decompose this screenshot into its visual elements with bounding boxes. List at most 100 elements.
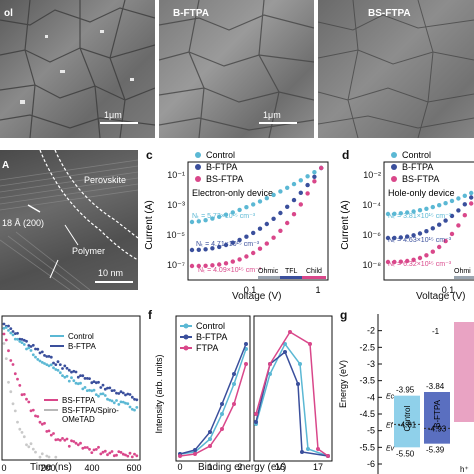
- chart-d-point: [385, 259, 391, 265]
- chart-d-point: [430, 249, 435, 254]
- chart-g-extra: h⁺: [460, 465, 469, 474]
- chart-e-point: [2, 326, 6, 330]
- chart-e-point: [47, 455, 51, 459]
- chart-g-bar: [394, 395, 420, 448]
- chart-e-point: [76, 375, 80, 379]
- chart-e-point: [38, 455, 42, 459]
- chart-e-point: [27, 445, 31, 449]
- chart-d-point: [398, 211, 403, 216]
- chart-e-point: [119, 400, 123, 404]
- chart-d-point: [398, 259, 403, 264]
- chart-e-point: [81, 387, 85, 391]
- chart-e-point: [40, 452, 44, 456]
- chart-d-point: [437, 222, 442, 227]
- chart-f-point: [316, 447, 320, 451]
- sem-image-bsftpa: BS-FTPA: [318, 0, 474, 138]
- chart-e-xtick: 600: [126, 463, 141, 473]
- chart-c-point: [298, 202, 303, 207]
- chart-e-point: [97, 445, 100, 449]
- chart-c-point: [203, 263, 208, 268]
- chart-e-point: [52, 361, 55, 365]
- chart-d-point: [417, 208, 423, 213]
- chart-g-value: -5.50: [396, 449, 415, 458]
- chart-d-point: [449, 198, 455, 204]
- chart-e-frame: [1, 315, 141, 461]
- chart-e-point: [52, 432, 55, 435]
- chart-c-point: [264, 221, 269, 227]
- chart-c-region-bar: [258, 276, 280, 279]
- chart-e-point: [20, 431, 24, 434]
- chart-e-point: [76, 382, 80, 386]
- chart-d-legend: B-FTPA: [402, 162, 433, 172]
- chart-g-ylabel: Energy (eV): [338, 360, 348, 408]
- chart-e: Control B-FTPA BS-FTPA BS-FTPA/Spiro- OM…: [1, 315, 142, 473]
- chart-c-point: [196, 219, 201, 224]
- chart-e-point: [54, 438, 58, 442]
- chart-e-point: [108, 386, 112, 390]
- chart-c-annotation: Nₜ = 5.72×10¹⁵ cm⁻³: [192, 213, 256, 220]
- chart-e-point: [29, 442, 33, 446]
- chart-c-point: [244, 254, 249, 259]
- chart-e-point: [103, 394, 107, 397]
- chart-f-point: [244, 362, 248, 366]
- chart-e-point: [27, 400, 31, 404]
- chart-e-point: [126, 402, 130, 406]
- chart-e-point: [63, 364, 67, 368]
- chart-e-point: [18, 384, 22, 387]
- chart-g-ytick: -5.5: [359, 442, 375, 452]
- tem-image: A Perovskite 18 Å (200) Polymer 10 nm: [0, 150, 138, 290]
- chart-f-point: [326, 454, 330, 458]
- chart-e-point: [88, 447, 91, 451]
- chart-e-point: [20, 338, 24, 341]
- chart-c-point: [230, 210, 235, 215]
- chart-f-line: [179, 363, 247, 457]
- chart-e-xlabel: Time (ns): [30, 462, 72, 473]
- chart-e-point: [36, 347, 40, 351]
- chart-e-point: [70, 376, 73, 380]
- chart-f-point: [296, 382, 300, 386]
- chart-e-point: [45, 363, 49, 366]
- chart-c: 10⁻¹ 10⁻³ 10⁻⁵ 10⁻⁷ Current (A) 0.1 1 El…: [144, 150, 329, 295]
- chart-e-point: [101, 383, 105, 387]
- chart-e-point: [135, 454, 139, 458]
- tem-scale-label: 10 nm: [98, 268, 124, 278]
- sem-label-bftpa: B-FTPA: [173, 8, 209, 19]
- chart-e-point: [36, 358, 40, 361]
- lattice-fringes: [0, 150, 138, 290]
- chart-g-bar-label: B-FTPA: [433, 399, 442, 428]
- chart-c-point: [305, 182, 310, 188]
- chart-c-xtick: 1: [315, 285, 320, 295]
- chart-e-point: [72, 369, 76, 373]
- chart-e-point: [40, 422, 44, 426]
- chart-e-point: [112, 454, 116, 458]
- chart-f-frame-right: [253, 315, 333, 462]
- chart-e-legend: BS-FTPA/Spiro-: [62, 406, 119, 415]
- chart-f-point: [300, 450, 304, 454]
- chart-f-xtick: 1: [207, 462, 212, 472]
- chart-e-point: [58, 438, 62, 442]
- chart-e-point: [22, 435, 26, 439]
- chart-f-point: [220, 402, 224, 406]
- chart-c-point: [237, 237, 242, 243]
- grain-texture-bftpa: [159, 0, 314, 138]
- chart-e-legend: OMeTAD: [62, 415, 95, 424]
- chart-e-point: [38, 420, 42, 424]
- chart-d-point: [405, 258, 410, 264]
- chart-d-region: Ohmi: [454, 268, 471, 275]
- chart-e-point: [13, 337, 17, 341]
- chart-g-bar: [454, 322, 474, 422]
- chart-c-point: [217, 214, 222, 219]
- chart-e-point: [74, 370, 78, 374]
- chart-e-point: [49, 355, 53, 359]
- chart-g-ytick: -3: [367, 359, 375, 369]
- chart-e-point: [133, 397, 136, 401]
- chart-e-point: [128, 405, 132, 409]
- chart-f-point: [220, 412, 224, 416]
- chart-c-annotation: Nₜ = 4.09×10¹⁵ cm⁻³: [198, 267, 262, 274]
- chart-c-ytick: 10⁻³: [167, 200, 185, 210]
- chart-e-point: [56, 368, 60, 372]
- chart-c-point: [291, 197, 297, 203]
- panel-label-f: f: [148, 308, 152, 322]
- chart-f-point: [244, 342, 248, 346]
- chart-e-point: [101, 392, 105, 396]
